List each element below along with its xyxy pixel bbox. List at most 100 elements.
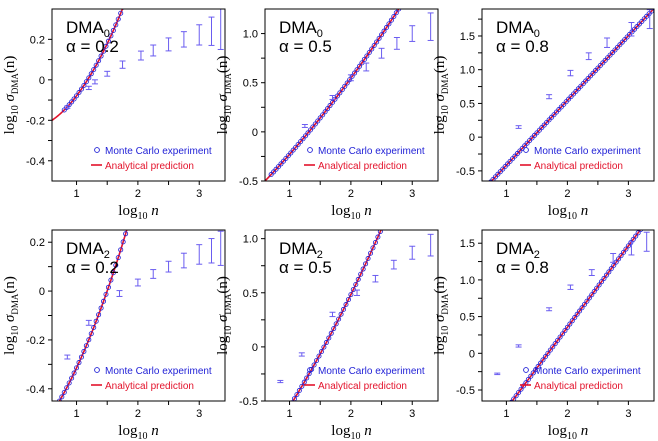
monte-carlo-points	[273, 111, 431, 432]
panel-alpha-label: α = 0.2	[66, 258, 119, 277]
y-label-sub: 10	[440, 105, 451, 115]
y-tick-label: -0.4	[26, 384, 45, 396]
axes-frame	[51, 8, 226, 182]
legend-mc-label: Monte Carlo experiment	[534, 366, 641, 377]
mc-point	[168, 62, 172, 66]
mc-point	[391, 201, 395, 205]
x-label-sub: 10	[567, 431, 577, 441]
mc-point	[495, 420, 499, 424]
mc-point	[577, 308, 583, 314]
mc-point	[273, 166, 279, 172]
prediction-curve	[511, 230, 642, 401]
mc-point	[71, 370, 77, 376]
mc-point	[69, 99, 75, 105]
mc-point	[96, 58, 102, 64]
x-label-var: n	[360, 203, 371, 219]
x-label-var: n	[577, 423, 588, 439]
legend: Monte Carlo experiment Analytical predict…	[91, 366, 212, 392]
mc-point	[625, 243, 631, 249]
mc-point	[345, 297, 351, 303]
x-label-log: log	[331, 203, 351, 219]
method-base: DMA	[66, 18, 104, 37]
mc-point	[113, 22, 119, 28]
mc-point	[360, 266, 366, 272]
mc-point	[422, 124, 426, 128]
mc-point	[66, 102, 72, 108]
axes-frame	[481, 229, 655, 402]
x-tick-label: 1	[73, 188, 79, 200]
mc-point	[569, 318, 575, 324]
mc-point	[298, 139, 304, 145]
mc-point	[427, 111, 431, 115]
mc-point	[115, 255, 121, 261]
mc-point	[153, 124, 157, 128]
mc-point	[646, 218, 650, 222]
legend-mc-label: Monte Carlo experiment	[105, 366, 212, 377]
panel-method-label: DMA0	[279, 18, 323, 40]
mc-point	[108, 33, 114, 39]
mc-point	[635, 230, 641, 236]
x-tick-label: 1	[286, 408, 292, 420]
y-tick-label: 0.5	[460, 312, 475, 324]
x-tick-label: 2	[564, 408, 570, 420]
monte-carlo-points	[56, 40, 177, 401]
mc-point	[361, 56, 367, 62]
mc-point	[547, 347, 553, 353]
x-tick-label: 1	[503, 408, 509, 420]
y-tick-label: -0.2	[26, 335, 45, 347]
y-tick-label: 0	[252, 127, 258, 139]
y-axis-label: log10 σDMA(n)	[2, 56, 21, 135]
mc-point	[273, 428, 277, 432]
mc-point	[173, 40, 177, 44]
mc-point	[103, 43, 109, 49]
x-tick-label: 1	[286, 188, 292, 200]
mc-point	[88, 71, 94, 77]
x-label-log: log	[548, 203, 568, 219]
mc-point	[59, 394, 65, 400]
mc-point	[120, 239, 126, 245]
method-base: DMA	[496, 18, 534, 37]
legend-mc-marker	[523, 367, 529, 373]
y-label-sigma: σ	[215, 94, 231, 106]
y-label-sigma: σ	[215, 314, 231, 326]
mc-point	[383, 218, 387, 222]
mc-point	[78, 86, 84, 92]
mc-point	[326, 335, 332, 341]
x-tick-label: 3	[625, 188, 631, 200]
plot-area	[488, 9, 654, 181]
mc-point	[74, 93, 80, 99]
y-tick-label: -0.4	[26, 156, 45, 168]
legend-mc-label: Monte Carlo experiment	[105, 146, 212, 157]
panel-method-label: DMA0	[66, 18, 110, 40]
mc-point	[295, 141, 301, 147]
y-label-sigma-sub: DMA	[440, 293, 450, 315]
mc-point	[158, 103, 162, 107]
x-tick-label: 3	[196, 408, 202, 420]
mc-point	[374, 39, 380, 45]
y-label-sigma-sub: DMA	[440, 73, 450, 95]
mc-point	[344, 80, 350, 86]
x-label-log: log	[331, 423, 351, 439]
mc-point	[349, 73, 355, 79]
x-axis-label: log10 n	[331, 203, 371, 222]
mc-point	[376, 35, 382, 41]
method-base: DMA	[66, 239, 104, 258]
x-tick-label: 2	[135, 408, 141, 420]
mc-point	[608, 266, 614, 272]
mc-point	[402, 0, 406, 4]
mc-point	[88, 331, 94, 337]
mc-point	[641, 224, 645, 228]
mc-point	[579, 305, 585, 311]
error-bars	[515, 9, 653, 129]
axes-frame	[264, 229, 439, 402]
mc-point	[509, 399, 514, 401]
x-label-sub: 10	[567, 211, 577, 222]
panel-alpha-label: α = 0.8	[496, 258, 549, 277]
mc-point	[314, 358, 320, 364]
legend-pred-label: Analytical prediction	[318, 161, 407, 172]
mc-point	[93, 318, 99, 324]
mc-point	[329, 99, 335, 105]
mc-point	[564, 324, 570, 330]
